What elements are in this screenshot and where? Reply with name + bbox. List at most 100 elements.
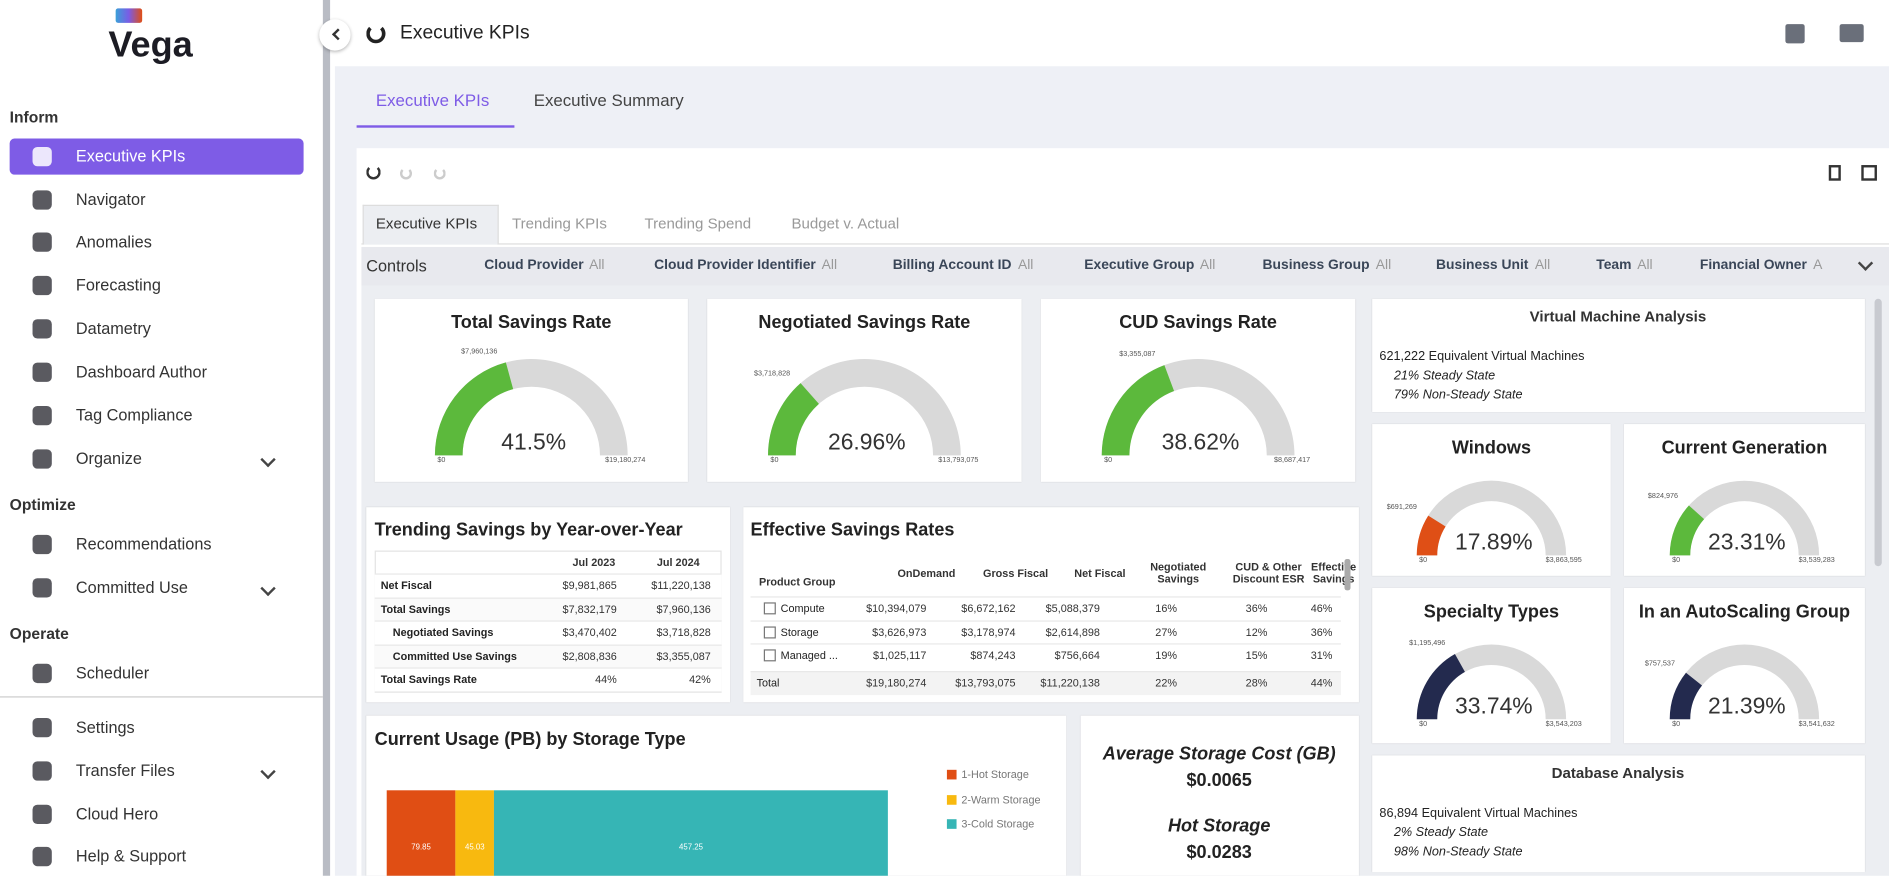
section-title: Optimize [9,495,76,514]
notes-button[interactable] [1785,24,1805,44]
filter-name[interactable]: Cloud Provider Identifier [654,258,816,273]
subtab[interactable]: Trending KPIs [512,215,607,233]
filter-value[interactable]: All [1017,258,1034,273]
icon [32,449,52,469]
gauge-max-label: $3,863,595 [1545,557,1582,565]
cell: 36% [1245,602,1268,615]
row-label: Total [756,676,780,689]
section-title: Inform [9,107,59,126]
nav-label[interactable]: Executive KPIs [75,147,186,166]
cell: $3,718,828 [656,626,711,639]
gauge [1669,644,1820,720]
nav-label[interactable]: Committed Use [75,578,188,597]
nav-item[interactable] [10,182,304,218]
filter-value[interactable]: All [1534,258,1551,273]
table-header: Product Group [758,575,836,588]
gauge [1669,480,1820,556]
controls-bar [361,246,1889,286]
nav-label[interactable]: Dashboard Author [75,362,208,381]
cost-value: $0.0065 [1186,770,1252,791]
undo[interactable] [366,165,381,180]
icon [32,319,52,339]
analysis-line: 621,222 Equivalent Virtual Machines [1379,349,1585,364]
subtab[interactable]: Trending Spend [644,215,752,233]
redo-disabled [433,167,446,180]
cost-value: $0.0283 [1186,842,1252,864]
tab[interactable]: Executive KPIs [375,90,490,110]
nav-item[interactable] [10,655,304,691]
gauge-max-label: $19,180,274 [605,457,646,465]
gauge [768,359,961,456]
filter-value[interactable]: All [821,258,838,273]
filter-name[interactable]: Billing Account ID [892,258,1012,273]
nav-item[interactable] [10,224,304,260]
collapse-button[interactable] [319,19,351,51]
cell: $11,220,138 [651,579,711,592]
filter-name[interactable]: Team [1596,258,1632,273]
gauge-card [1372,587,1611,744]
subtab[interactable]: Executive KPIs [375,215,478,233]
legend-swatch [946,769,957,780]
cell: $9,981,865 [562,579,617,592]
docs-button[interactable] [1839,24,1864,43]
nav-label[interactable]: Anomalies [75,232,152,251]
download[interactable] [1861,165,1877,181]
filter-value[interactable]: All [1199,258,1216,273]
nav-label[interactable]: Recommendations [75,535,212,554]
gauge-min-label: $0 [1672,721,1681,729]
filter-name[interactable]: Financial Owner [1699,258,1807,273]
nav-item[interactable] [10,311,304,347]
nav-label[interactable]: Settings [75,718,135,737]
nav-label[interactable]: Transfer Files [75,761,175,780]
data-label: 45.03 [465,843,485,853]
tab[interactable]: Executive Summary [533,90,684,110]
subtab-bar [361,243,1889,245]
cell: 28% [1245,676,1268,689]
gauge-title: CUD Savings Rate [1119,312,1277,333]
filter-name[interactable]: Business Group [1262,258,1370,273]
cell: 15% [1245,649,1268,662]
gauge-fill [1416,515,1446,556]
filter-value[interactable]: All [1375,258,1392,273]
cell: 27% [1155,626,1178,639]
nav-label[interactable]: Navigator [75,190,146,209]
cell: $11,220,138 [1040,676,1100,689]
filter-value[interactable]: A [1813,258,1823,273]
expand-button[interactable] [763,649,776,662]
filter-name[interactable]: Executive Group [1084,258,1195,273]
cell: $2,808,836 [562,649,617,662]
cell: 44% [1310,676,1333,689]
header-icon [366,24,386,44]
row-label: Total Savings Rate [380,673,477,686]
icon [32,718,52,738]
gauge-max-label: $3,543,203 [1545,721,1582,729]
data-label: 79.85 [411,843,431,853]
active-item[interactable] [9,138,304,175]
cell: $13,793,075 [955,676,1016,689]
gauge-card [374,298,688,482]
icon [32,663,52,684]
filter-value[interactable]: All [589,258,605,273]
nav-label[interactable]: Forecasting [75,276,161,295]
nav-label[interactable]: Organize [75,449,142,468]
filter-name[interactable]: Business Unit [1436,258,1529,273]
nav-label[interactable]: Cloud Hero [75,805,159,824]
bookmark[interactable] [1828,165,1841,181]
gauge-track [1416,480,1567,556]
gauge-title: Negotiated Savings Rate [758,312,971,333]
nav-label[interactable]: Scheduler [75,664,150,683]
subtab[interactable]: Budget v. Actual [791,215,900,233]
table-row [750,596,1341,621]
expand-button[interactable] [763,602,776,615]
nav-label[interactable]: Datametry [75,319,151,338]
filter-value[interactable]: All [1637,258,1653,273]
expand-button[interactable] [763,626,776,639]
row-label: Storage [780,626,819,639]
nav-label[interactable]: Tag Compliance [75,406,193,425]
nav-label[interactable]: Help & Support [75,847,187,866]
nav-item[interactable] [10,710,304,746]
filter-name[interactable]: Cloud Provider [484,258,584,273]
analysis-line: 21% Steady State [1393,368,1496,384]
cell: $3,355,087 [656,649,711,662]
